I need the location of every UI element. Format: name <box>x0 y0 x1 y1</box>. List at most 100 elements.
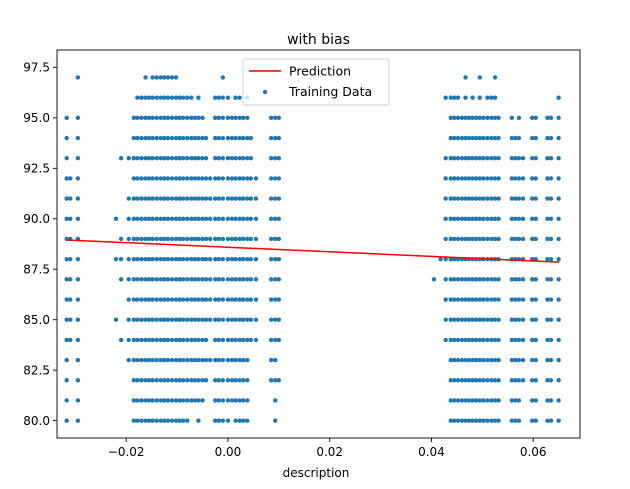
data-point <box>268 317 274 322</box>
data-point <box>131 236 137 242</box>
data-point <box>169 75 175 80</box>
data-point <box>545 196 550 201</box>
data-point <box>513 156 518 161</box>
data-point <box>233 357 238 363</box>
data-point <box>185 398 190 403</box>
data-point <box>452 156 457 161</box>
data-point <box>64 135 69 141</box>
data-point <box>529 115 535 121</box>
data-point <box>529 196 535 201</box>
data-point <box>268 297 274 302</box>
data-point <box>470 176 475 181</box>
data-point <box>233 297 238 302</box>
data-point <box>216 277 221 282</box>
data-point <box>229 135 235 141</box>
data-point <box>237 176 242 181</box>
data-point <box>207 216 213 221</box>
data-point <box>158 357 163 363</box>
data-point <box>485 156 490 161</box>
data-point <box>233 196 238 201</box>
data-point <box>189 317 194 322</box>
data-point <box>452 357 457 363</box>
data-point <box>452 378 457 383</box>
data-point <box>513 176 518 181</box>
data-point <box>520 317 526 322</box>
data-point <box>180 378 186 383</box>
data-point <box>268 176 274 181</box>
data-point <box>162 156 167 161</box>
data-point <box>492 398 498 403</box>
data-point <box>237 156 242 161</box>
data-point <box>245 156 250 161</box>
data-point <box>545 135 550 141</box>
data-point <box>448 398 453 403</box>
data-point <box>165 75 171 80</box>
data-point <box>200 256 205 262</box>
data-point <box>477 196 482 201</box>
data-point <box>229 176 235 181</box>
data-point <box>481 196 486 201</box>
data-point <box>169 378 175 383</box>
data-point <box>131 176 137 181</box>
data-point <box>64 337 69 343</box>
y-axis: 80.0 82.5 85.0 87.5 90.0 92.5 95.0 97.5 <box>23 61 57 428</box>
data-point <box>474 196 479 201</box>
data-point <box>173 277 179 282</box>
data-point <box>185 317 190 322</box>
data-point <box>556 256 561 262</box>
data-point <box>173 357 179 363</box>
data-point <box>452 236 457 242</box>
data-point <box>162 357 167 363</box>
data-point <box>496 337 501 343</box>
data-point <box>165 135 171 141</box>
data-point <box>220 337 226 343</box>
data-point <box>556 398 561 403</box>
data-point <box>154 176 159 181</box>
data-point <box>509 176 515 181</box>
data-point <box>463 317 468 322</box>
data-point <box>203 297 209 302</box>
data-point <box>135 398 140 403</box>
data-point <box>220 236 226 242</box>
legend-prediction-label: Prediction <box>289 64 351 79</box>
data-point <box>545 317 550 322</box>
data-point <box>463 75 468 80</box>
data-point <box>225 277 231 282</box>
data-point <box>237 337 242 343</box>
data-point <box>169 115 175 121</box>
data-point <box>173 196 179 201</box>
data-point <box>220 378 226 383</box>
data-point <box>196 378 201 383</box>
data-point <box>177 297 182 302</box>
data-point <box>233 337 238 343</box>
data-point <box>220 156 226 161</box>
data-point <box>556 378 561 383</box>
data-point <box>216 176 221 181</box>
data-point <box>466 357 472 363</box>
data-point <box>496 378 501 383</box>
data-point <box>509 317 515 322</box>
data-point <box>150 398 155 403</box>
data-point <box>492 196 498 201</box>
data-point <box>241 357 246 363</box>
data-point <box>556 95 561 100</box>
data-point <box>273 176 278 181</box>
data-point <box>213 196 218 201</box>
y-tick-label: 95.0 <box>23 111 50 125</box>
data-point <box>75 317 81 322</box>
data-point <box>154 216 159 221</box>
data-point <box>492 277 498 282</box>
data-point <box>143 378 148 383</box>
data-point <box>452 135 457 141</box>
data-point <box>276 216 282 221</box>
data-point <box>146 135 152 141</box>
data-point <box>548 297 554 302</box>
data-point <box>135 156 140 161</box>
data-point <box>169 135 175 141</box>
data-point <box>225 196 231 201</box>
data-point <box>213 95 218 100</box>
data-point <box>220 418 226 423</box>
data-point <box>253 256 259 262</box>
data-point <box>496 115 501 121</box>
data-point <box>220 176 226 181</box>
